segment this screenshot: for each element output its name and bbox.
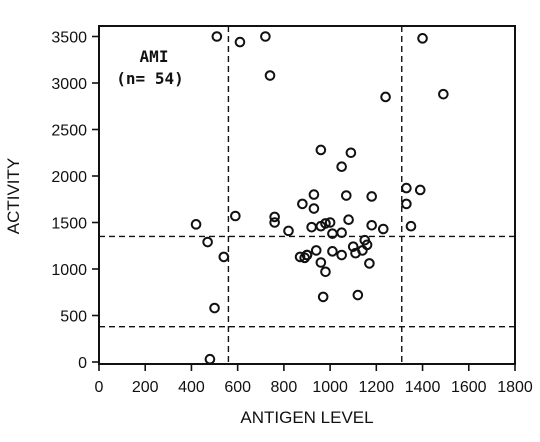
data-point [203,238,212,247]
data-point [310,190,319,199]
data-point [344,215,353,224]
x-tick-label: 0 [95,379,104,396]
x-tick-label: 1200 [359,379,395,396]
data-point [231,212,240,221]
data-point [220,253,229,262]
data-point [365,259,374,268]
y-tick-label: 500 [60,309,87,326]
data-point [310,204,319,213]
y-axis-title: ACTIVITY [4,158,23,235]
x-tick-label: 1600 [451,379,487,396]
data-point [402,184,411,193]
y-tick-label: 2000 [51,169,87,186]
data-point [213,32,222,41]
data-point [407,222,416,231]
data-point [210,304,219,313]
x-tick-label: 800 [271,379,298,396]
y-axis-ticks: 0 500 1000 1500 2000 2500 3000 3500 [51,30,99,373]
data-point [337,162,346,171]
data-point [319,293,328,302]
data-point [439,90,448,99]
data-point [266,71,275,80]
x-tick-label: 200 [132,379,159,396]
annotation-line-1: AMI [140,47,169,66]
data-points [192,32,448,363]
data-point [379,225,388,234]
x-axis-title: ANTIGEN LEVEL [240,408,373,427]
data-point [367,221,376,230]
x-tick-label: 600 [224,379,251,396]
data-point [236,38,245,47]
data-point [418,34,427,43]
y-tick-label: 1000 [51,262,87,279]
x-axis-ticks: 0 200 400 600 800 1000 1200 1400 1600 1800 [95,364,533,396]
data-point [261,32,270,41]
data-point [317,146,326,155]
data-point [270,218,279,227]
data-point [321,267,330,276]
data-point [192,220,201,229]
y-tick-label: 3500 [51,30,87,47]
data-point [342,191,351,200]
data-point [381,93,390,102]
y-tick-label: 0 [78,355,87,372]
y-tick-label: 1500 [51,216,87,233]
data-point [337,251,346,260]
data-point [354,291,363,300]
data-point [307,223,316,232]
x-tick-label: 1400 [405,379,441,396]
data-point [312,246,321,255]
annotation-line-2: (n= 54) [116,69,183,88]
data-point [337,228,346,237]
y-tick-label: 3000 [51,76,87,93]
data-point [347,148,356,157]
data-point [284,227,293,236]
data-point [367,192,376,201]
data-point [317,258,326,267]
data-point [328,247,337,256]
data-point [416,186,425,195]
x-tick-label: 400 [178,379,205,396]
data-point [402,200,411,209]
data-point [206,355,215,364]
y-tick-label: 2500 [51,123,87,140]
x-tick-label: 1800 [497,379,533,396]
data-point [298,200,307,209]
x-tick-label: 1000 [312,379,348,396]
